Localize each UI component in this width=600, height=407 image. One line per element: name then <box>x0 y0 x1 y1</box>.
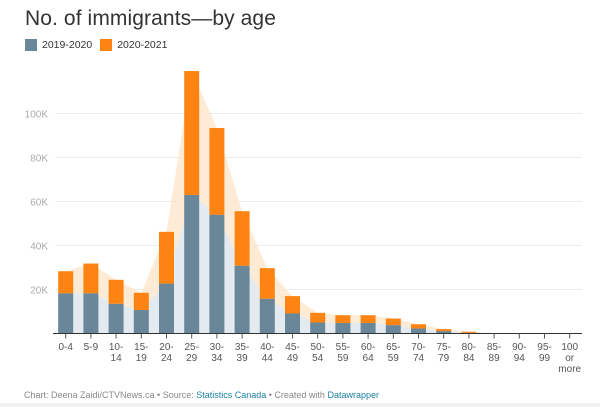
x-tick-label: 0-4 <box>58 342 73 353</box>
bar-2020-2021 <box>159 231 174 284</box>
source-link[interactable]: Statistics Canada <box>196 390 267 400</box>
x-tick-label: 15- <box>134 342 148 353</box>
bar-2020-2021 <box>436 329 452 332</box>
x-tick-label: 45- <box>285 342 299 353</box>
x-tick-label: 94 <box>514 353 526 364</box>
x-tick-label: 95- <box>537 342 551 353</box>
legend-item-2020-2021: 2020-2021 <box>100 39 167 51</box>
bar-2019-2020 <box>259 298 275 334</box>
x-tick-label: 60- <box>361 342 375 353</box>
bar-2020-2021 <box>411 324 426 329</box>
x-tick-label: 65- <box>386 342 400 353</box>
bar-2019-2020 <box>83 293 99 334</box>
x-tick-label: 44 <box>262 353 274 364</box>
x-tick-label: 59 <box>337 353 349 364</box>
x-tick-label: more <box>558 364 581 375</box>
footer-created-text: • Created with <box>266 390 328 400</box>
x-tick-label: 14 <box>111 353 123 364</box>
x-tick-label: 19 <box>136 353 148 364</box>
bar-2020-2021 <box>259 268 275 299</box>
bar-2019-2020 <box>108 303 124 334</box>
x-tick-label: 34 <box>211 353 223 364</box>
x-tick-label: 29 <box>186 353 198 364</box>
legend-label-2020-2021: 2020-2021 <box>117 39 168 51</box>
x-tick-label: or <box>565 353 575 364</box>
bar-2020-2021 <box>133 292 149 310</box>
bar-2020-2021 <box>461 331 477 333</box>
y-tick-label: 60K <box>30 198 48 209</box>
bar-2019-2020 <box>436 331 452 334</box>
x-tick-label: 40- <box>260 342 274 353</box>
bar-2020-2021 <box>83 263 99 294</box>
x-tick-label: 20- <box>159 342 173 353</box>
x-tick-label: 64 <box>363 353 375 364</box>
bar-2019-2020 <box>411 328 426 334</box>
bar-2019-2020 <box>385 325 401 334</box>
x-tick-label: 10- <box>109 342 123 353</box>
x-tick-label: 89 <box>489 353 501 364</box>
bar-2020-2021 <box>385 318 401 326</box>
bar-2020-2021 <box>310 312 326 323</box>
bar-2019-2020 <box>360 322 376 334</box>
bar-2019-2020 <box>184 194 200 334</box>
legend: 2019-2020 2020-2021 <box>25 39 175 51</box>
bar-2020-2021 <box>335 315 351 323</box>
bar-2019-2020 <box>335 322 351 334</box>
x-tick-label: 49 <box>287 353 299 364</box>
legend-swatch-2019-2020 <box>25 39 37 51</box>
bottom-bar <box>0 403 600 407</box>
x-tick-label: 59 <box>388 353 400 364</box>
bar-2020-2021 <box>108 279 124 304</box>
datawrapper-link[interactable]: Datawrapper <box>327 390 379 400</box>
x-tick-label: 75- <box>436 342 450 353</box>
x-tick-label: 24 <box>161 353 173 364</box>
bar-2019-2020 <box>310 322 326 334</box>
legend-label-2019-2020: 2019-2020 <box>42 39 93 51</box>
legend-swatch-2020-2021 <box>100 39 113 51</box>
chart-title: No. of immigrants—by age <box>25 7 276 30</box>
bar-2020-2021 <box>234 211 250 266</box>
footer-credit: Chart: Deena Zaidi/CTVNews.ca • Source: <box>24 390 197 400</box>
bar-2020-2021 <box>58 271 74 294</box>
chart-footer: Chart: Deena Zaidi/CTVNews.ca • Source: … <box>24 390 379 400</box>
bar-2019-2020 <box>209 214 225 334</box>
bar-2019-2020 <box>234 265 250 334</box>
bar-2020-2021 <box>285 296 300 314</box>
y-tick-label: 40K <box>30 242 48 253</box>
y-tick-label: 80K <box>30 154 48 165</box>
x-tick-label: 80- <box>462 342 476 353</box>
bar-2019-2020 <box>285 313 300 334</box>
x-tick-label: 39 <box>237 353 249 364</box>
x-tick-label: 54 <box>312 353 324 364</box>
x-tick-label: 99 <box>539 353 551 364</box>
x-tick-label: 35- <box>235 342 249 353</box>
y-tick-label: 20K <box>30 286 48 297</box>
x-tick-label: 70- <box>411 342 425 353</box>
x-tick-label: 100 <box>561 342 578 353</box>
x-tick-label: 90- <box>512 342 526 353</box>
bar-2019-2020 <box>58 293 74 334</box>
x-tick-label: 55- <box>336 342 350 353</box>
x-tick-label: 79 <box>438 353 450 364</box>
y-tick-label: 100K <box>25 110 49 121</box>
x-tick-label: 50- <box>310 342 324 353</box>
x-tick-label: 84 <box>463 353 475 364</box>
legend-item-2019-2020: 2019-2020 <box>25 39 92 51</box>
bar-2020-2021 <box>209 128 225 215</box>
bar-2020-2021 <box>184 71 200 195</box>
bar-2020-2021 <box>360 315 376 323</box>
bar-2019-2020 <box>159 283 174 334</box>
bar-2019-2020 <box>133 309 149 334</box>
x-tick-label: 74 <box>413 353 425 364</box>
x-tick-label: 85- <box>487 342 501 353</box>
x-tick-label: 5-9 <box>84 342 99 353</box>
x-tick-label: 25- <box>184 342 198 353</box>
x-tick-label: 30- <box>210 342 224 353</box>
